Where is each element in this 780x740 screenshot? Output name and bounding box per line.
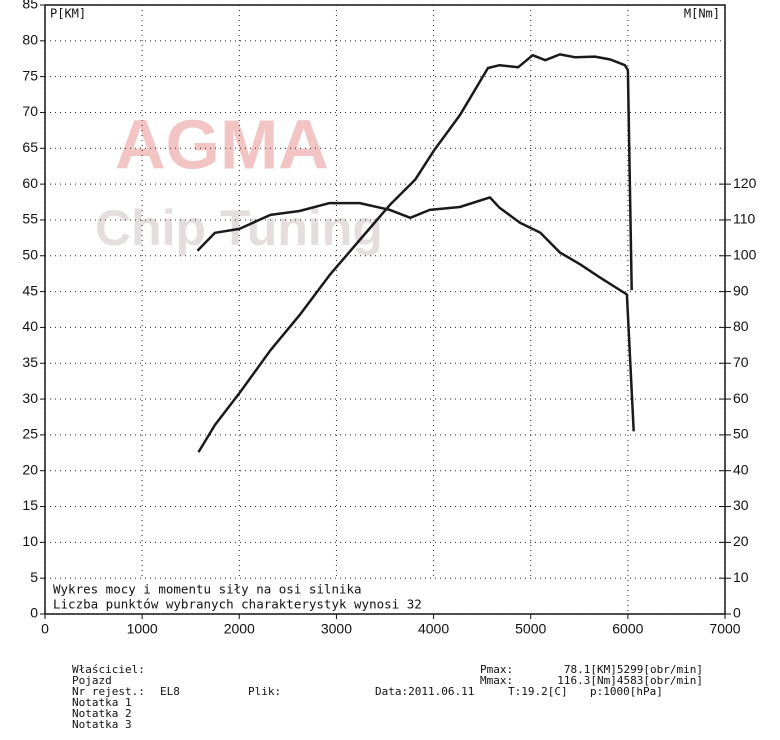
footer-label: Pmax: xyxy=(480,663,513,676)
y-tick-label: 20 xyxy=(22,461,38,477)
footer-label: Pojazd xyxy=(72,674,112,687)
footer-value: p:1000[hPa] xyxy=(590,685,663,698)
y-tick-label: 85 xyxy=(22,0,38,12)
y2-tick-label: 110 xyxy=(733,211,756,227)
y2-tick-label: 30 xyxy=(733,497,749,513)
footer-label: Notatka 1 xyxy=(72,696,132,709)
series-line xyxy=(197,53,633,453)
footer-label: Mmax: xyxy=(480,674,513,687)
y-tick-label: 80 xyxy=(22,32,38,48)
annotation-box xyxy=(50,580,570,612)
watermark: AGMA xyxy=(115,105,329,183)
y2-tick-label: 100 xyxy=(733,246,757,262)
y2-tick-label: 70 xyxy=(733,354,749,370)
y-tick-label: 35 xyxy=(22,354,38,370)
y-tick-label: 30 xyxy=(22,390,38,406)
series-line xyxy=(196,196,635,432)
y-tick-label: 75 xyxy=(22,67,38,83)
plot-frame xyxy=(44,4,726,615)
x-tick-label: 6000 xyxy=(612,621,643,637)
y-tick-label: 50 xyxy=(22,246,38,262)
footer-label: Notatka 3 xyxy=(72,718,132,731)
annotation: Wykres mocy i momentu siły na osi silnik… xyxy=(53,582,362,597)
x-tick-label: 4000 xyxy=(418,621,449,637)
footer-label: Notatka 2 xyxy=(72,707,132,720)
y2-tick-label: 50 xyxy=(733,426,749,442)
y2-axis-label: M[Nm] xyxy=(684,7,720,21)
y-tick-label: 0 xyxy=(30,605,38,621)
footer-value: 116.3[Nm]4583[obr/min] xyxy=(557,674,703,687)
y-tick-label: 45 xyxy=(22,282,38,298)
y2-tick-label: 90 xyxy=(733,282,749,298)
y2-tick-label: 0 xyxy=(733,605,741,621)
footer-label: Plik: xyxy=(248,685,281,698)
y-tick-label: 10 xyxy=(22,533,38,549)
footer-label: Nr rejest.: xyxy=(72,685,145,698)
x-tick-label: 5000 xyxy=(515,621,546,637)
y2-tick-label: 10 xyxy=(733,569,749,585)
y-tick-label: 60 xyxy=(22,175,38,191)
footer-value: 78.1[KM]5299[obr/min] xyxy=(564,663,703,676)
x-tick-label: 1000 xyxy=(127,621,158,637)
footer-value: T:19.2[C] xyxy=(508,685,568,698)
footer-value: EL8 xyxy=(160,685,180,698)
annotation: Liczba punktów wybranych charakterystyk … xyxy=(53,597,422,612)
y2-tick-label: 40 xyxy=(733,461,749,477)
y-tick-label: 65 xyxy=(22,139,38,155)
x-tick-label: 0 xyxy=(41,621,49,637)
y-tick-label: 40 xyxy=(22,318,38,334)
y-tick-label: 25 xyxy=(22,426,38,442)
footer-label: Właściciel: xyxy=(72,663,145,676)
y2-tick-label: 80 xyxy=(733,318,749,334)
y-tick-label: 70 xyxy=(22,103,38,119)
x-tick-label: 7000 xyxy=(709,621,740,637)
footer-value: Data:2011.06.11 xyxy=(375,685,474,698)
y-tick-label: 15 xyxy=(22,497,38,513)
footer: Właściciel: Pojazd Nr rejest.: EL8 Notat… xyxy=(72,663,703,731)
y2-tick-label: 120 xyxy=(733,175,757,191)
y-tick-label: 5 xyxy=(30,569,38,585)
y-axis-label: P[KM] xyxy=(50,7,86,21)
x-tick-label: 2000 xyxy=(224,621,255,637)
y-tick-label: 55 xyxy=(22,211,38,227)
y2-tick-label: 20 xyxy=(733,533,749,549)
y2-tick-label: 60 xyxy=(733,390,749,406)
x-tick-label: 3000 xyxy=(321,621,352,637)
